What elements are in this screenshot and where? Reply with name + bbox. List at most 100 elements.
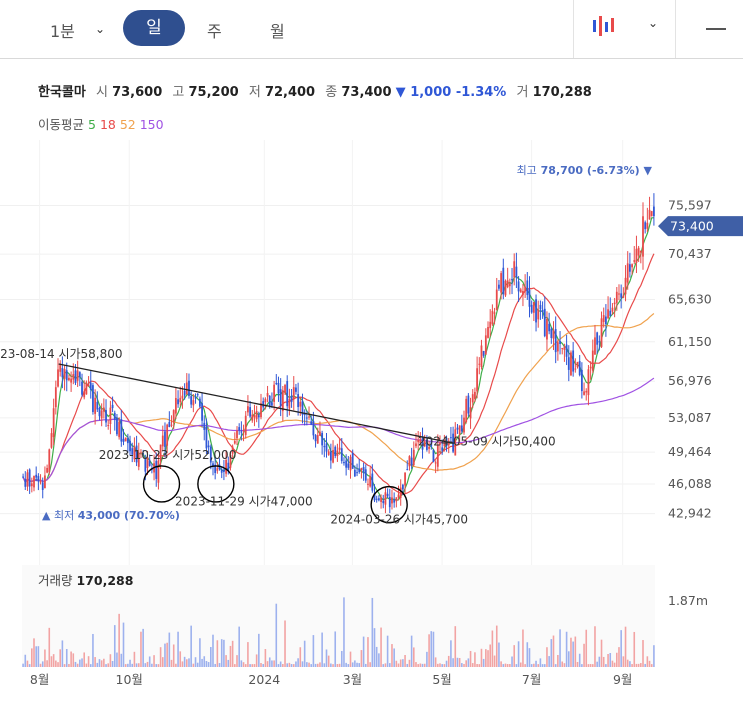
candle-body [609,310,612,316]
volume-bar [190,625,192,667]
volume-bar [576,661,579,667]
candle-body [504,280,507,296]
volume-bar [338,663,341,667]
volume-bar [574,636,577,667]
ma-legend-label: 이동평균 [38,117,85,132]
candle-body [356,472,358,474]
volume-bar [262,664,264,667]
minus-icon[interactable] [706,28,726,30]
candlestick-icon[interactable] [592,14,618,40]
date-tick-label: 9월 [613,672,632,687]
candle-body [395,497,398,502]
candle-body [107,425,110,427]
volume-bar [33,638,35,667]
volume-bar [487,650,489,667]
candle-body [426,439,428,450]
candle-body [146,457,149,468]
candle-body [236,430,238,439]
candle-body [148,460,151,466]
volume-bar [292,664,295,667]
volume-bar [548,656,550,667]
ma-legend-18[interactable]: 18 [99,117,116,132]
volume-bar [57,662,59,667]
quote-summary: 한국콜마 시 73,600 고 75,200 저 72,400 종 73,400… [38,85,592,100]
volume-bar [301,661,304,667]
candle-body [35,474,38,478]
current-price-tag [658,216,743,237]
candle-body [310,421,313,425]
candle-body [216,468,219,471]
candle-body [116,417,118,435]
candle-body [436,444,439,467]
chevron-down-icon[interactable]: ⌄ [95,22,106,36]
candle-body [600,318,603,347]
volume-bar [295,661,297,667]
annotation-label: 2023-11-29 시가47,000 [175,494,313,508]
candle-body [583,391,585,395]
volume-bar [268,657,271,667]
candle-body [530,304,533,313]
date-tick-label: 3월 [343,672,362,687]
volume-bar [439,663,441,667]
tab-daily[interactable]: 일 [123,10,185,46]
candle-body [478,363,481,365]
chevron-down-icon[interactable]: ⌄ [648,16,659,30]
volume-bar [166,642,168,667]
candle-body [268,395,271,406]
volume-bar [85,663,88,667]
candle-body [37,476,40,482]
interval-select[interactable]: 1분 [50,22,75,41]
volume-bar [203,656,206,667]
volume-bar [452,658,454,667]
volume-bar [408,659,411,667]
volume-bar [39,663,42,667]
tab-monthly[interactable]: 월 [270,22,285,41]
candle-body [480,345,483,367]
candle-body [384,492,387,505]
volume-bar [489,644,492,667]
candle-body [377,498,380,501]
volume-bar [303,640,306,667]
volume-bar [611,660,614,667]
candle-body [408,456,411,467]
volume-bar [515,664,518,667]
volume-bar [24,654,27,667]
volume-bar [402,659,404,667]
volume-bar [72,653,75,667]
candle-body [624,277,627,295]
volume-bar [124,664,127,667]
candle-body [308,416,310,418]
candle-body [94,397,97,414]
price-chart[interactable]: 2023-08-14 시가58,800 2023-10-23 시가52,000 20… [0,140,743,707]
tab-weekly[interactable]: 주 [207,22,222,41]
candle-body [266,393,269,397]
candle-body [578,361,581,376]
volume-bar [386,635,389,667]
candle-body [262,401,265,408]
candle-body [63,368,66,379]
volume-bar [181,661,184,667]
candle-body [24,478,27,487]
volume-bar [583,643,585,667]
volume-bar [589,664,592,667]
volume-bar [600,639,603,667]
volume-bar [316,663,319,667]
volume-bar [640,663,642,667]
annotation-label: 2024-05-09 시가50,400 [418,434,556,448]
ma-legend-52[interactable]: 52 [119,117,136,132]
volume-bar [587,664,590,667]
ma-legend-150[interactable]: 150 [139,117,164,132]
ma-legend-5[interactable]: 5 [88,117,96,132]
volume-bar [277,664,280,667]
volume-bar [31,648,33,667]
candle-body [96,401,99,410]
candle-body [50,433,53,448]
volume-bar [463,663,465,667]
volume-bar [220,639,223,667]
volume-bar [367,637,369,667]
candle-body [628,264,631,272]
candle-body [635,248,638,263]
ma-line-150 [22,377,655,484]
volume-bar [151,663,153,667]
candle-body [587,369,590,396]
